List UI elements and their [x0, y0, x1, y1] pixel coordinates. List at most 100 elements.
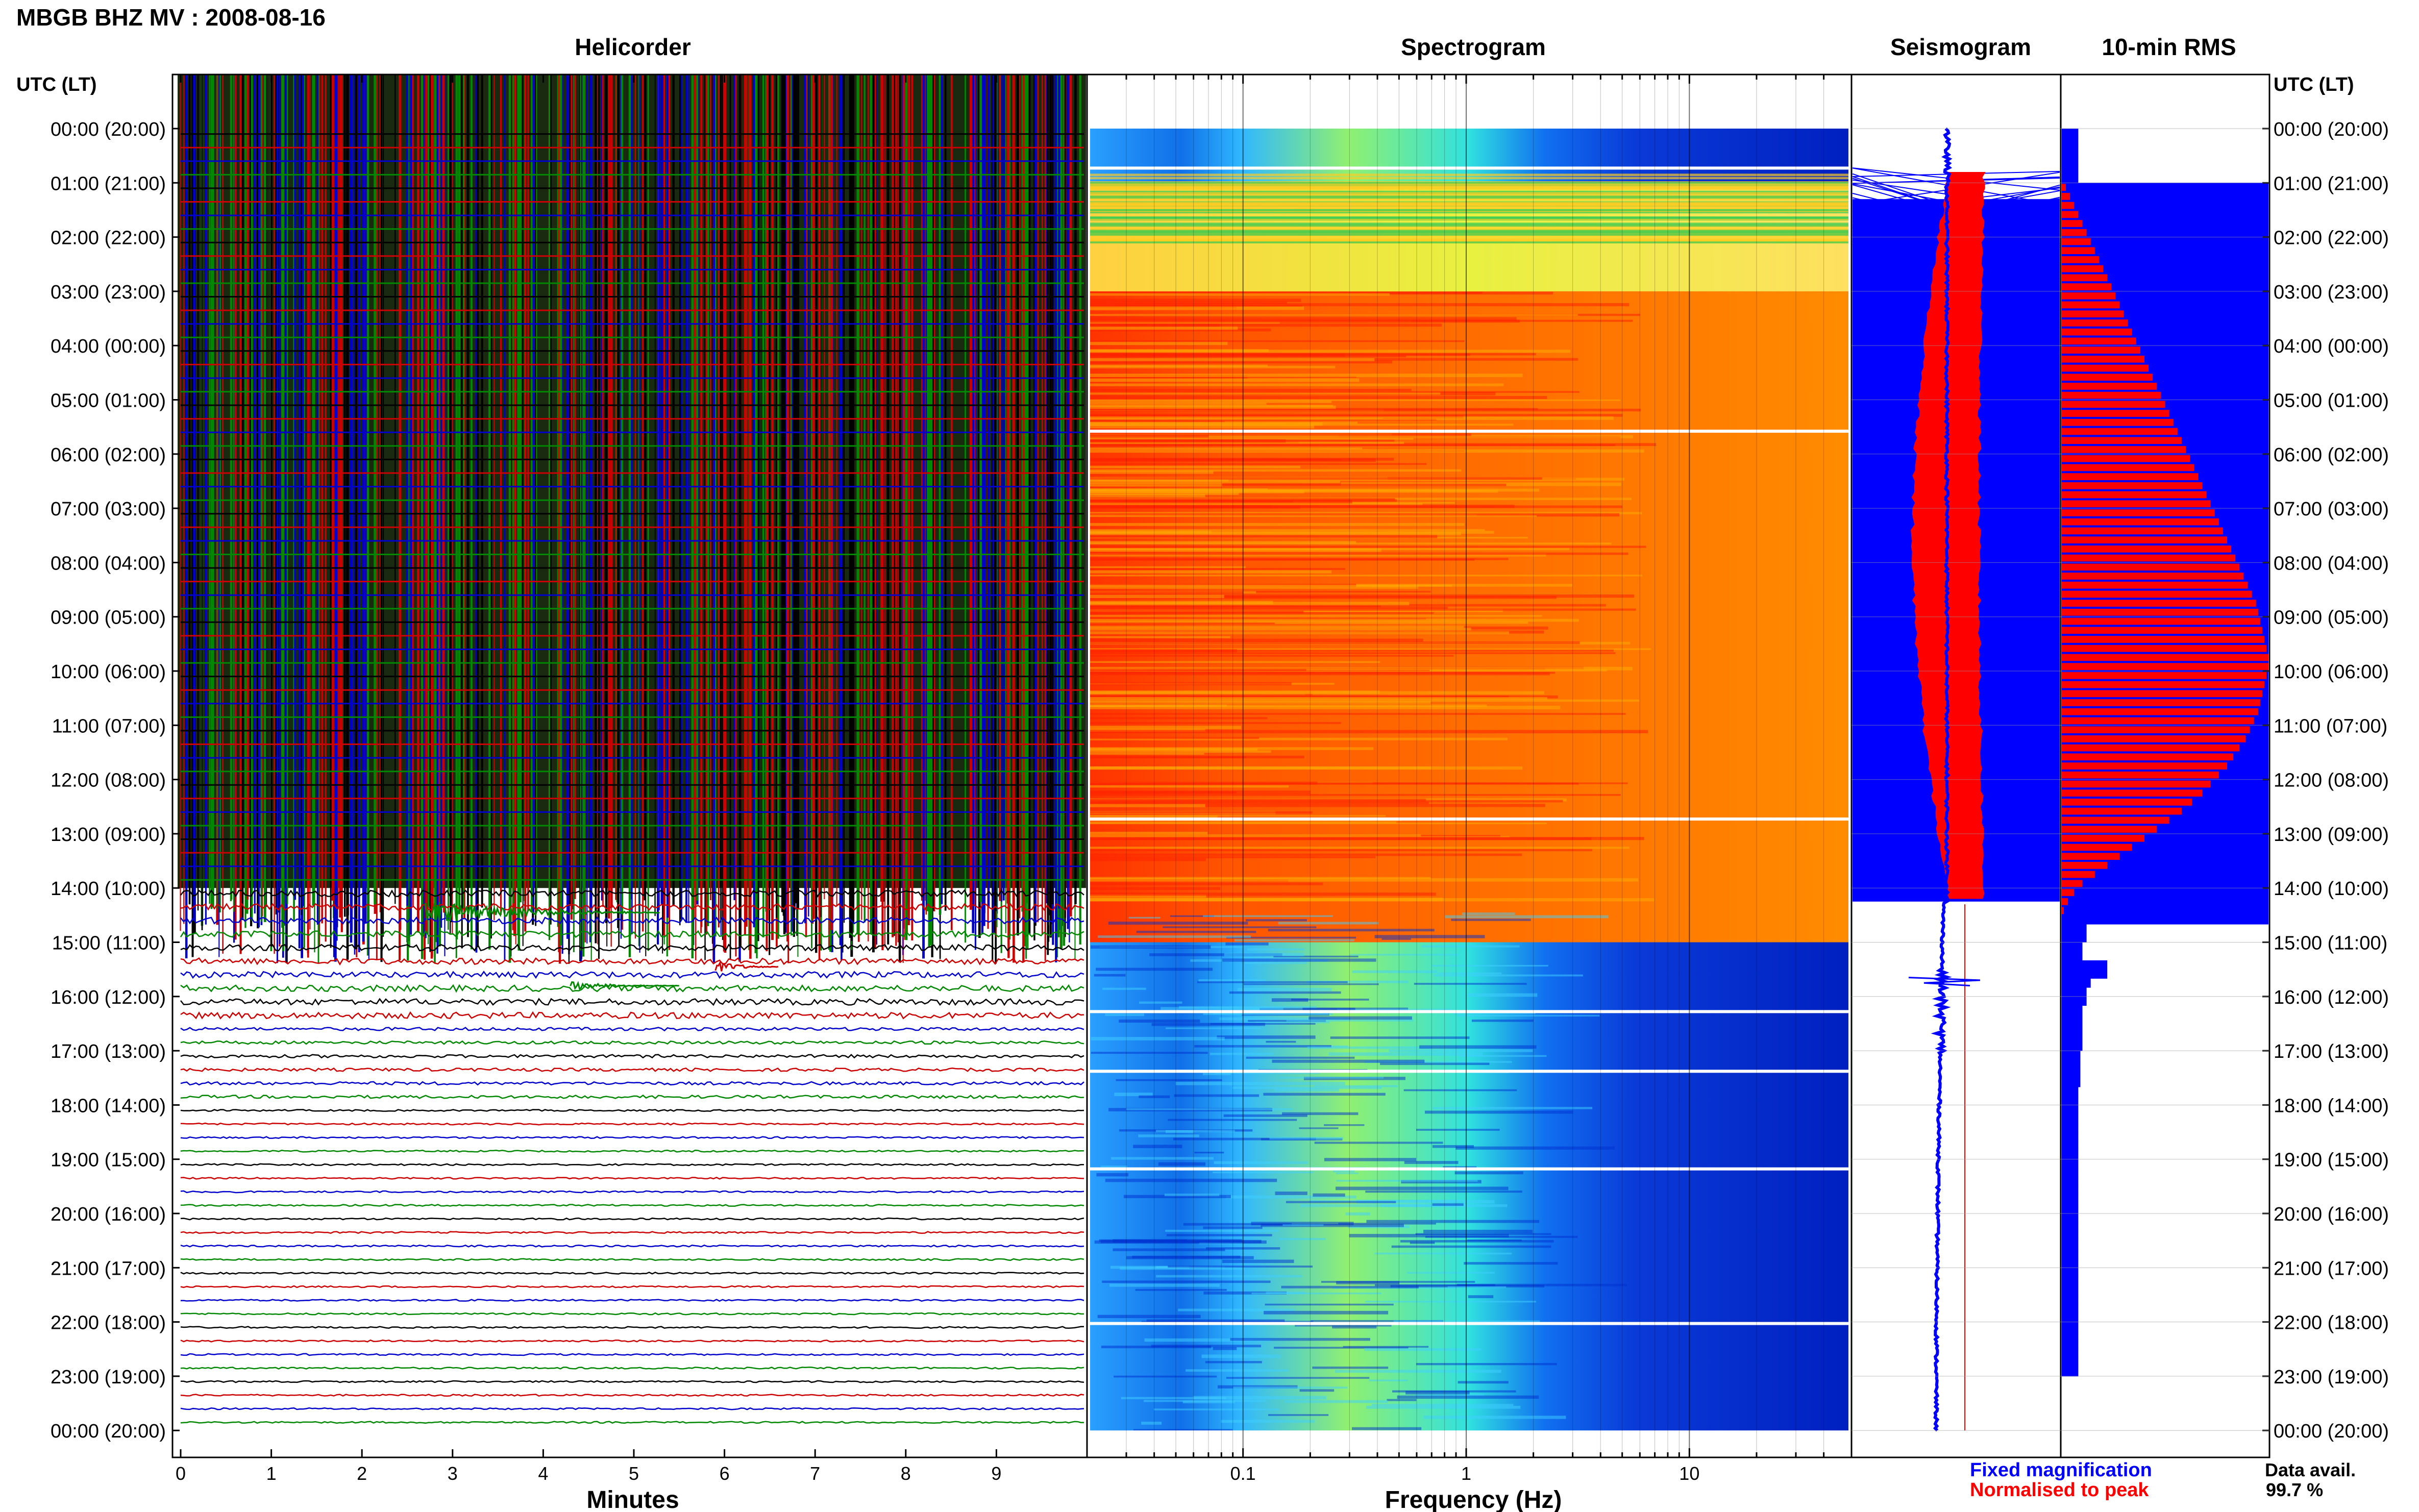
- spectrogram-streak: [1374, 1284, 1495, 1286]
- spectrogram-streak: [1090, 341, 1228, 345]
- rms-normalised-bar: [2062, 735, 2246, 742]
- y-tick-label-left: 15:00 (11:00): [52, 933, 166, 954]
- spectrogram-streak: [1090, 239, 1848, 243]
- spectrogram-streak: [1090, 328, 1271, 332]
- helicorder-trace: [180, 1421, 1084, 1424]
- rms-normalised-bar: [2062, 799, 2192, 806]
- spectrogram-streak: [1090, 649, 1237, 653]
- spectrogram-streak: [1423, 1229, 1533, 1233]
- spectrogram-streak: [1090, 374, 1523, 378]
- rms-normalised-bar: [2062, 826, 2157, 833]
- spectrogram-streak: [1462, 912, 1515, 915]
- spectrogram-streak: [1090, 682, 1292, 685]
- rms-normalised-bar: [2062, 889, 2075, 896]
- rms-fixed-bar: [2062, 1177, 2079, 1187]
- rms-normalised-bar: [2062, 699, 2260, 706]
- spectrogram-streak: [1090, 433, 1471, 436]
- spectrogram-streak: [1090, 388, 1412, 391]
- rms-normalised-bar: [2062, 636, 2264, 643]
- rms-panel: [2062, 129, 2268, 1377]
- spectrogram-streak: [1090, 552, 1628, 555]
- rms-fixed-bar: [2062, 210, 2268, 219]
- rms-fixed-bar: [2062, 1005, 2083, 1015]
- spectrogram-streak: [1090, 197, 1848, 201]
- spectrogram-streak: [1126, 1108, 1293, 1110]
- rms-normalised-bar: [2062, 527, 2223, 535]
- spectrogram-streak: [1121, 1397, 1226, 1399]
- rms-normalised-bar: [2062, 862, 2108, 869]
- spectrogram-streak: [1090, 186, 1848, 189]
- spectrogram-streak: [1090, 799, 1426, 802]
- spectrogram-streak: [1090, 493, 1205, 498]
- spectrogram-streak: [1265, 1303, 1394, 1306]
- y-tick-label-right: 00:00 (20:00): [2274, 1421, 2389, 1442]
- spectrogram-streak: [1090, 737, 1508, 740]
- spectrogram-streak: [1090, 815, 1218, 819]
- rms-normalised-bar: [2062, 509, 2215, 516]
- spectrogram-streak: [1090, 505, 1515, 508]
- rms-fixed-bar: [2062, 237, 2268, 246]
- helicorder-trace: [180, 1217, 1084, 1221]
- rms-fixed-bar: [2062, 192, 2268, 202]
- rms-normalised-bar: [2062, 247, 2095, 255]
- rms-fixed-bar: [2062, 879, 2268, 888]
- helicorder-trace: [180, 971, 1084, 979]
- spectrogram-streak: [1332, 1325, 1377, 1329]
- rms-fixed-bar: [2062, 1241, 2079, 1250]
- spectrogram-streak: [1090, 782, 1579, 785]
- rms-fixed-bar: [2062, 1231, 2079, 1241]
- rms-fixed-bar: [2062, 924, 2087, 934]
- spectrogram-streak: [1222, 958, 1376, 962]
- rms-normalised-bar: [2062, 536, 2227, 543]
- spectrogram-streak: [1090, 306, 1304, 310]
- spectrogram-streak: [1336, 1281, 1400, 1285]
- rms-normalised-bar: [2062, 364, 2149, 372]
- spectrogram-streak: [1371, 1404, 1514, 1406]
- rms-fixed-bar: [2062, 906, 2268, 915]
- data-avail-label: Data avail.: [2265, 1459, 2356, 1480]
- spectrogram-streak: [1389, 1049, 1533, 1052]
- helicorder-xtick-label: 2: [357, 1463, 367, 1484]
- spectrogram-streak: [1349, 1234, 1509, 1237]
- rms-fixed-bar: [2062, 933, 2087, 943]
- spectrogram-streak: [1090, 636, 1230, 638]
- y-tick-label-right: 20:00 (16:00): [2274, 1204, 2389, 1225]
- rms-fixed-bar: [2062, 1331, 2079, 1341]
- rms-fixed-bar: [2062, 960, 2108, 970]
- spectrogram-streak: [1090, 350, 1571, 353]
- y-tick-label-right: 15:00 (11:00): [2274, 933, 2387, 954]
- spectrogram-streak: [1164, 1194, 1220, 1197]
- spectrogram-streak: [1225, 942, 1269, 946]
- rms-normalised-bar: [2062, 573, 2244, 580]
- spectrogram-streak: [1119, 1019, 1200, 1023]
- spectrogram-streak: [1414, 983, 1527, 985]
- rms-normalised-bar: [2062, 319, 2128, 327]
- spectrogram-streak: [1366, 1220, 1540, 1223]
- spectrogram-streak: [1291, 998, 1369, 1001]
- spectrogram-streak: [1182, 1401, 1235, 1403]
- spectrogram-streak: [1365, 1301, 1536, 1303]
- spectrogram-streak: [1156, 1130, 1235, 1132]
- spectrogram-streak: [1090, 365, 1336, 368]
- helicorder-panel: [178, 75, 1086, 1424]
- helicorder-trace: [180, 1122, 1084, 1126]
- spectrogram-streak: [1090, 648, 1651, 650]
- rms-fixed-bar: [2062, 1059, 2081, 1070]
- helicorder-trace: [180, 930, 1084, 938]
- y-tick-label-left: 00:00 (20:00): [51, 119, 166, 140]
- spectrogram-hour-band: [1090, 1051, 1848, 1106]
- spectrogram-streak: [1193, 1396, 1326, 1400]
- spectrogram-streak: [1090, 704, 1487, 707]
- spectrogram-streak: [1229, 991, 1341, 994]
- spectrogram-streak: [1090, 794, 1621, 796]
- spectrogram-gap: [1090, 429, 1848, 433]
- helicorder-trace: [180, 998, 1084, 1006]
- spectrogram-streak: [1090, 878, 1639, 882]
- y-tick-label-left: 16:00 (12:00): [51, 987, 166, 1008]
- spectrogram-streak: [1090, 804, 1205, 807]
- helicorder-event: [425, 903, 660, 922]
- rms-fixed-bar: [2062, 246, 2268, 256]
- spectrogram-streak: [1247, 948, 1305, 951]
- spectrogram-streak: [1090, 887, 1221, 890]
- spectrogram-streak: [1090, 546, 1646, 548]
